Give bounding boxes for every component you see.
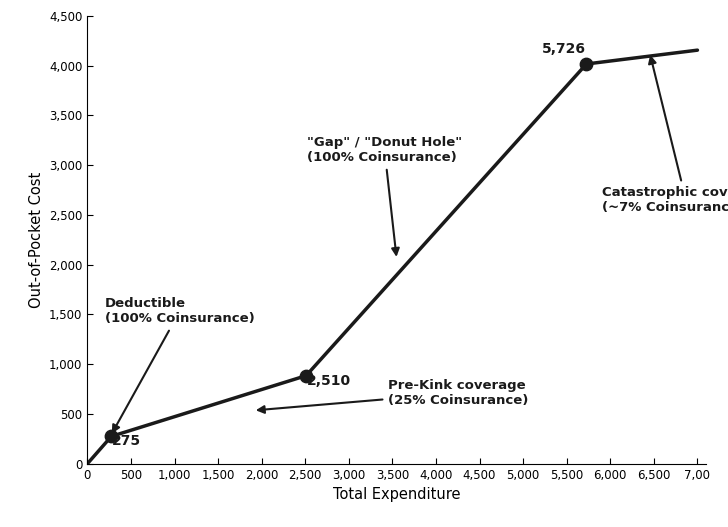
Text: Deductible
(100% Coinsurance): Deductible (100% Coinsurance) bbox=[105, 297, 255, 432]
Y-axis label: Out-of-Pocket Cost: Out-of-Pocket Cost bbox=[28, 172, 44, 308]
Point bbox=[106, 432, 117, 441]
Text: "Gap" / "Donut Hole"
(100% Coinsurance): "Gap" / "Donut Hole" (100% Coinsurance) bbox=[307, 136, 462, 255]
Text: 5,726: 5,726 bbox=[542, 42, 585, 56]
Text: 2,510: 2,510 bbox=[306, 374, 351, 388]
X-axis label: Total Expenditure: Total Expenditure bbox=[333, 487, 461, 502]
Text: Pre-Kink coverage
(25% Coinsurance): Pre-Kink coverage (25% Coinsurance) bbox=[258, 379, 529, 413]
Text: 275: 275 bbox=[112, 434, 141, 448]
Text: Catastrophic coverage
(~7% Coinsurance ): Catastrophic coverage (~7% Coinsurance ) bbox=[601, 57, 728, 214]
Point bbox=[300, 372, 312, 380]
Point bbox=[581, 60, 593, 68]
